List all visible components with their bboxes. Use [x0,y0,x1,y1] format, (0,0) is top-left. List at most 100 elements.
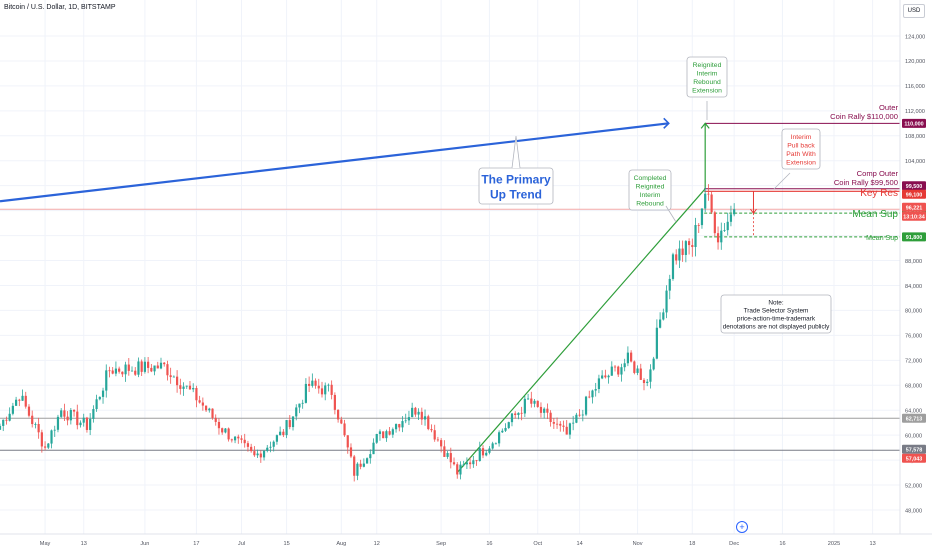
candle [140,359,143,376]
candle [0,423,2,430]
candle [237,434,240,444]
candle [256,449,259,459]
candle [230,438,233,443]
candle-body [243,439,246,444]
candle-body [716,233,720,243]
candle-body [143,361,146,372]
candle [613,364,617,372]
pullback-pointer [773,172,791,190]
candle [671,252,675,281]
candle-body [217,421,221,429]
price-badge-text: 96,221 [906,205,923,211]
candle [31,410,34,428]
candle-body [353,456,356,476]
currency-button[interactable]: USD [903,4,925,18]
price-badge-text: 57,043 [906,456,923,462]
candle-body [568,423,572,435]
candle-body [211,408,214,418]
candle [388,426,391,436]
x-tick-label: Jul [238,541,245,547]
y-axis: 124,000 120,000 116,000 112,000 108,000 104,0… [899,0,926,534]
completed-label-line: Reignited [636,184,665,191]
candle [630,350,633,363]
candle [681,240,684,262]
candle-body [121,371,124,375]
x-tick-label: Nov [633,541,643,547]
pullback-label-line: Interim [791,134,812,141]
primary-trend-line [0,122,669,203]
symbol-title: Bitcoin / U.S. Dollar, 1D, BITSTAMP [4,4,116,11]
candle-body [227,428,230,440]
candle [407,410,411,426]
x-tick-label: 13 [870,541,876,547]
rebound-line [456,188,706,473]
candle [642,378,646,391]
candle [163,362,166,367]
candle-body [156,365,159,369]
candle [114,361,118,377]
candle-body [514,413,517,416]
candle [15,396,18,407]
candle [333,392,336,415]
candle [240,435,243,444]
candle [620,363,623,382]
candle-body [314,380,317,386]
candle [568,422,572,439]
candle-body [63,410,66,417]
x-tick-label: 12 [374,541,380,547]
candle [63,403,66,422]
candle [72,409,76,417]
candle-body [562,425,565,427]
candle [398,423,401,432]
y-tick-label: 76,000 [905,334,922,340]
candle [21,389,24,401]
x-tick-label: Jun [140,541,149,547]
level-badge: 91,800 [902,232,926,242]
y-tick-label: 64,000 [905,409,922,415]
candle [723,222,726,233]
candle [584,395,588,417]
candle-body [504,427,507,431]
candle [243,433,246,448]
candle [414,406,417,417]
candle-body [224,428,227,433]
candle-body [192,388,195,390]
candle-body [646,381,649,384]
candle [707,184,710,201]
candle [92,405,95,423]
price-badge-bg [902,211,926,221]
price-badge-bg [902,413,926,423]
candle [79,420,82,428]
candle [153,365,156,376]
x-tick-label: May [40,541,51,547]
candle [623,358,626,372]
candle-body [536,400,539,407]
candle [481,445,485,459]
candle [40,429,43,453]
completed-label-frame [628,169,672,211]
candle [404,413,407,424]
price-badge-bg [902,444,926,454]
candle [604,369,607,379]
candle [440,438,443,453]
reignited-label-frame [686,56,728,98]
candle [491,441,494,450]
candle [617,365,620,377]
candle-body [233,436,237,441]
add-icon[interactable]: + [736,521,748,533]
candle-body [642,379,646,384]
y-tick-label: 120,000 [905,59,925,65]
candle [597,374,601,394]
candle-body [237,436,240,439]
pullback-label-line: Pull back [787,143,815,150]
candle [417,408,420,420]
candle [504,423,507,432]
candle [47,443,50,450]
candle-body [507,422,510,428]
candle-body [720,230,723,243]
candle-body [169,375,172,378]
candle [317,378,320,394]
